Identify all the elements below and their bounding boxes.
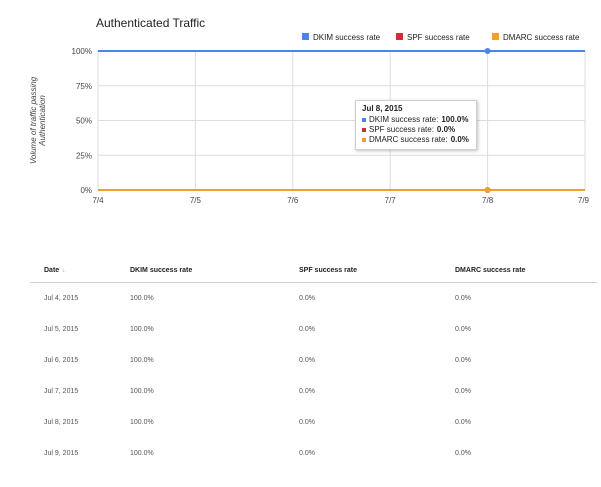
chart-tooltip: Jul 8, 2015 DKIM success rate: 100.0% SP…: [355, 100, 477, 150]
tooltip-label-dkim: DKIM success rate:: [369, 115, 439, 124]
y-tick-label: 0%: [80, 186, 92, 195]
cell-spf: 0.0%: [299, 295, 315, 302]
tooltip-row-dmarc: DMARC success rate: 0.0%: [362, 135, 470, 145]
table-row: Jul 7, 2015 100.0% 0.0% 0.0%: [30, 376, 597, 407]
table-body: Jul 4, 2015 100.0% 0.0% 0.0% Jul 5, 2015 100.…: [30, 283, 597, 470]
table-header-row: Date ↓ DKIM success rate SPF success rate…: [30, 258, 597, 283]
legend-swatch-2: [492, 33, 499, 40]
sort-down-icon: ↓: [62, 267, 66, 274]
x-tick-label: 7/8: [482, 196, 494, 205]
legend-label-1: SPF success rate: [407, 33, 470, 42]
cell-date: Jul 7, 2015: [44, 388, 79, 395]
tooltip-value-dkim: 100.0%: [441, 115, 469, 124]
cell-dmarc: 0.0%: [455, 295, 471, 302]
cell-dkim: 100.0%: [130, 295, 154, 302]
data-table: Date ↓ DKIM success rate SPF success rate…: [30, 258, 597, 469]
cell-dkim: 100.0%: [130, 450, 154, 457]
y-tick-label: 100%: [72, 47, 92, 56]
cell-dmarc: 0.0%: [455, 450, 471, 457]
series-point-2: [484, 187, 491, 193]
chart-title: Authenticated Traffic: [96, 16, 206, 30]
cell-spf: 0.0%: [299, 388, 315, 395]
cell-date: Jul 4, 2015: [44, 295, 79, 302]
y-tick-label: 25%: [76, 151, 92, 160]
legend-swatch-0: [302, 33, 309, 40]
tooltip-value-dmarc: 0.0%: [450, 135, 469, 144]
table-row: Jul 4, 2015 100.0% 0.0% 0.0%: [30, 283, 597, 315]
series-point-0: [484, 48, 491, 54]
tooltip-label-dmarc: DMARC success rate:: [369, 135, 448, 144]
x-tick-label: 7/9: [578, 196, 590, 205]
x-tick-label: 7/6: [287, 196, 299, 205]
table-row: Jul 5, 2015 100.0% 0.0% 0.0%: [30, 314, 597, 345]
header-date[interactable]: Date ↓: [30, 258, 116, 283]
cell-date: Jul 6, 2015: [44, 357, 79, 364]
cell-spf: 0.0%: [299, 450, 315, 457]
legend-label-2: DMARC success rate: [503, 33, 580, 42]
tooltip-swatch-spf: [362, 128, 366, 132]
y-axis-title: Volume of traffic passing: [29, 76, 38, 164]
tooltip-row-spf: SPF success rate: 0.0%: [362, 125, 470, 135]
header-dmarc[interactable]: DMARC success rate: [441, 258, 597, 283]
table-row: Jul 9, 2015 100.0% 0.0% 0.0%: [30, 438, 597, 469]
table-row: Jul 8, 2015 100.0% 0.0% 0.0%: [30, 407, 597, 438]
x-tick-label: 7/7: [385, 196, 397, 205]
cell-dkim: 100.0%: [130, 326, 154, 333]
cell-dkim: 100.0%: [130, 388, 154, 395]
cell-spf: 0.0%: [299, 357, 315, 364]
tooltip-label-spf: SPF success rate:: [369, 125, 434, 134]
tooltip-swatch-dmarc: [362, 138, 366, 142]
tooltip-swatch-dkim: [362, 118, 366, 122]
tooltip-value-spf: 0.0%: [436, 125, 456, 134]
tooltip-row-dkim: DKIM success rate: 100.0%: [362, 115, 470, 125]
y-tick-label: 50%: [76, 117, 92, 126]
cell-date: Jul 9, 2015: [44, 450, 79, 457]
y-axis-title: Authentication: [38, 95, 47, 147]
y-tick-label: 75%: [76, 82, 92, 91]
legend-swatch-1: [396, 33, 403, 40]
cell-spf: 0.0%: [299, 326, 315, 333]
x-tick-label: 7/4: [92, 196, 104, 205]
header-dkim[interactable]: DKIM success rate: [116, 258, 285, 283]
x-tick-label: 7/5: [190, 196, 202, 205]
cell-dmarc: 0.0%: [455, 388, 471, 395]
header-spf[interactable]: SPF success rate: [285, 258, 441, 283]
legend-label-0: DKIM success rate: [313, 33, 381, 42]
cell-date: Jul 8, 2015: [44, 419, 79, 426]
line-chart: 0% 25% 50% 75% 100% 7/4 7/5 7/6 7/7 7/8 7/9 Volume …: [29, 33, 590, 205]
tooltip-date: Jul 8, 2015: [362, 104, 403, 113]
cell-dkim: 100.0%: [130, 419, 154, 426]
cell-spf: 0.0%: [299, 419, 315, 426]
cell-dmarc: 0.0%: [455, 419, 471, 426]
cell-dkim: 100.0%: [130, 357, 154, 364]
cell-date: Jul 5, 2015: [44, 326, 79, 333]
cell-dmarc: 0.0%: [455, 357, 471, 364]
table-row: Jul 6, 2015 100.0% 0.0% 0.0%: [30, 345, 597, 376]
cell-dmarc: 0.0%: [455, 326, 471, 333]
